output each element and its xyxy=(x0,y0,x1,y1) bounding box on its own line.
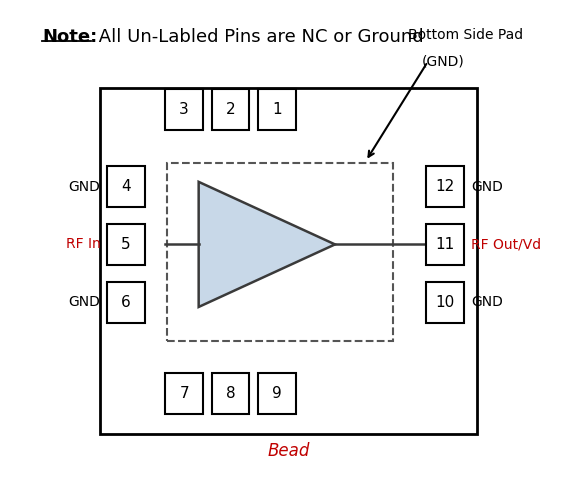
Bar xyxy=(166,373,203,414)
Bar xyxy=(107,166,145,207)
Bar xyxy=(166,89,203,130)
Bar xyxy=(100,88,477,435)
Text: 5: 5 xyxy=(121,237,131,252)
Text: 3: 3 xyxy=(180,102,189,117)
Text: GND: GND xyxy=(471,295,503,309)
Text: (GND): (GND) xyxy=(422,55,465,69)
Text: 12: 12 xyxy=(436,179,455,194)
Text: Bottom Side Pad: Bottom Side Pad xyxy=(408,28,523,42)
Text: GND: GND xyxy=(68,295,100,309)
Text: 7: 7 xyxy=(180,386,189,401)
Bar xyxy=(426,282,464,323)
Text: Bead: Bead xyxy=(268,442,310,460)
Text: 2: 2 xyxy=(226,102,236,117)
Bar xyxy=(167,163,393,341)
Text: 11: 11 xyxy=(436,237,455,252)
Text: 6: 6 xyxy=(121,295,131,310)
Polygon shape xyxy=(199,182,335,307)
Text: RF Out/Vd: RF Out/Vd xyxy=(471,238,541,251)
Text: GND: GND xyxy=(68,180,100,194)
Text: All Un-Labled Pins are NC or Ground: All Un-Labled Pins are NC or Ground xyxy=(93,28,424,46)
Bar xyxy=(212,89,250,130)
Bar xyxy=(107,282,145,323)
Text: Note:: Note: xyxy=(42,28,97,46)
Text: 9: 9 xyxy=(272,386,282,401)
Bar xyxy=(258,89,296,130)
Bar xyxy=(212,373,250,414)
Text: 4: 4 xyxy=(121,179,131,194)
Text: 10: 10 xyxy=(436,295,455,310)
Text: GND: GND xyxy=(471,180,503,194)
Bar xyxy=(107,224,145,265)
Text: 8: 8 xyxy=(226,386,236,401)
Bar xyxy=(426,224,464,265)
Text: 1: 1 xyxy=(272,102,282,117)
Bar xyxy=(426,166,464,207)
Bar xyxy=(258,373,296,414)
Text: RF In: RF In xyxy=(65,238,100,251)
